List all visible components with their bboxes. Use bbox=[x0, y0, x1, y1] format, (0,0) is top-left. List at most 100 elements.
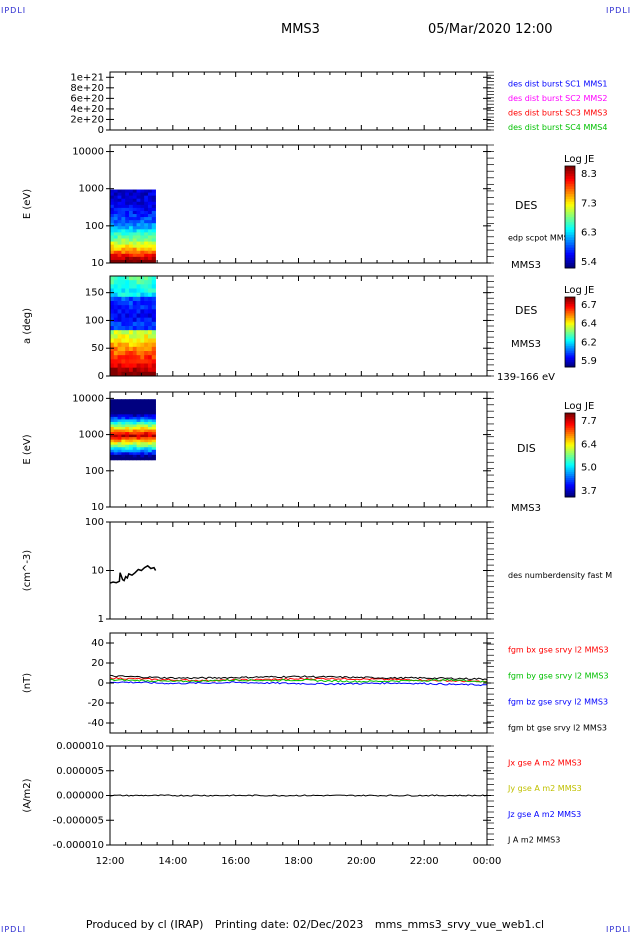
heatmap-cell-p4 bbox=[110, 401, 115, 405]
heatmap-cell-p3 bbox=[121, 334, 126, 339]
heatmap-cell-p2 bbox=[113, 192, 118, 197]
colorbar-segment-p4 bbox=[565, 436, 575, 439]
heatmap-cell-p2 bbox=[136, 235, 141, 239]
heatmap-cell-p3 bbox=[151, 359, 156, 364]
heatmap-cell-p2 bbox=[113, 238, 118, 242]
heatmap-cell-p3 bbox=[117, 363, 122, 369]
y-tick-label-p2: 10 bbox=[91, 258, 104, 269]
heatmap-cell-p2 bbox=[147, 229, 153, 233]
heatmap-cell-p3 bbox=[132, 280, 137, 285]
heatmap-cell-p2 bbox=[110, 192, 115, 197]
y-axis-label-p6: (nT) bbox=[22, 673, 33, 693]
heatmap-cell-p2 bbox=[117, 195, 122, 200]
heatmap-cell-p3 bbox=[132, 359, 137, 364]
heatmap-cell-p4 bbox=[132, 414, 137, 418]
heatmap-cell-p4 bbox=[117, 414, 122, 418]
heatmap-cell-p4 bbox=[151, 429, 156, 433]
heatmap-cell-p2 bbox=[136, 198, 141, 203]
heatmap-cell-p4 bbox=[132, 424, 137, 428]
heatmap-cell-p3 bbox=[113, 351, 118, 356]
colorbar-segment-p4 bbox=[565, 417, 575, 420]
heatmap-cell-p2 bbox=[117, 198, 122, 203]
heatmap-cell-p2 bbox=[140, 204, 145, 209]
heatmap-cell-p3 bbox=[140, 292, 145, 298]
heatmap-cell-p2 bbox=[125, 220, 130, 224]
heatmap-cell-p4 bbox=[117, 457, 122, 461]
heatmap-cell-p2 bbox=[128, 226, 134, 230]
heatmap-cell-p4 bbox=[110, 434, 115, 438]
colorbar-segment-p2 bbox=[565, 222, 575, 226]
heatmap-cell-p2 bbox=[110, 250, 115, 255]
heatmap-cell-p3 bbox=[136, 288, 141, 294]
heatmap-cell-p2 bbox=[147, 232, 153, 236]
heatmap-cell-p2 bbox=[132, 214, 137, 218]
heatmap-cell-p4 bbox=[117, 449, 122, 453]
colorbar-segment-p2 bbox=[565, 206, 575, 210]
heatmap-cell-p3 bbox=[147, 292, 153, 298]
colorbar-segment-p3 bbox=[565, 351, 575, 354]
heatmap-cell-p3 bbox=[121, 280, 126, 285]
heatmap-cell-p3 bbox=[136, 280, 141, 285]
heatmap-cell-p4 bbox=[128, 421, 134, 425]
colorbar-tick-label-p2: 8.3 bbox=[581, 169, 597, 180]
heatmap-cell-p4 bbox=[110, 409, 115, 413]
heatmap-cell-p2 bbox=[140, 241, 145, 246]
colorbar-segment-p3 bbox=[565, 314, 575, 317]
heatmap-cell-p3 bbox=[136, 355, 141, 360]
heatmap-cell-p2 bbox=[125, 253, 130, 258]
heatmap-cell-p4 bbox=[151, 427, 156, 430]
colorbar-segment-p2 bbox=[565, 227, 575, 231]
colorbar-segment-p4 bbox=[565, 494, 575, 498]
heatmap-cell-p2 bbox=[140, 256, 145, 261]
heatmap-cell-p2 bbox=[110, 253, 115, 258]
heatmap-cell-p2 bbox=[144, 241, 149, 246]
heatmap-cell-p2 bbox=[121, 195, 126, 200]
heatmap-cell-p3 bbox=[117, 292, 122, 298]
heatmap-cell-p4 bbox=[136, 437, 141, 441]
heatmap-cell-p2 bbox=[136, 226, 141, 230]
heatmap-cell-p2 bbox=[125, 244, 130, 249]
heatmap-cell-p4 bbox=[113, 439, 118, 443]
heatmap-cell-p3 bbox=[125, 280, 130, 285]
heatmap-cell-p3 bbox=[125, 326, 130, 331]
heatmap-cell-p3 bbox=[147, 301, 153, 306]
colorbar-segment-p3 bbox=[565, 332, 575, 335]
heatmap-cell-p4 bbox=[128, 401, 134, 405]
heatmap-cell-p4 bbox=[147, 449, 153, 453]
colorbar-segment-p4 bbox=[565, 442, 575, 445]
colorbar-segment-p3 bbox=[565, 302, 575, 305]
heatmap-cell-p3 bbox=[147, 317, 153, 323]
heatmap-cell-p3 bbox=[117, 296, 122, 302]
page-title: MMS3 bbox=[281, 22, 320, 37]
heatmap-cell-p2 bbox=[125, 238, 130, 242]
heatmap-cell-p2 bbox=[132, 235, 137, 239]
colorbar-segment-p3 bbox=[565, 358, 575, 361]
heatmap-cell-p3 bbox=[117, 301, 122, 306]
heatmap-cell-p2 bbox=[147, 256, 153, 261]
page-datetime: 05/Mar/2020 12:00 bbox=[428, 22, 553, 37]
heatmap-cell-p3 bbox=[136, 334, 141, 339]
heatmap-cell-p2 bbox=[147, 192, 153, 197]
heatmap-cell-p4 bbox=[144, 416, 149, 420]
heatmap-cell-p4 bbox=[128, 419, 134, 423]
y-tick-label-p4: 10000 bbox=[72, 393, 104, 404]
heatmap-cell-p2 bbox=[125, 217, 130, 221]
heatmap-cell-p2 bbox=[140, 235, 145, 239]
heatmap-cell-p3 bbox=[136, 317, 141, 323]
heatmap-cell-p4 bbox=[136, 444, 141, 448]
heatmap-cell-p4 bbox=[125, 434, 130, 438]
heatmap-cell-p3 bbox=[144, 351, 149, 356]
colorbar-tick-label-p3: 6.7 bbox=[581, 300, 597, 311]
heatmap-cell-p3 bbox=[125, 305, 130, 310]
heatmap-cell-p4 bbox=[121, 409, 126, 413]
heatmap-cell-p3 bbox=[144, 338, 149, 344]
heatmap-cell-p4 bbox=[132, 439, 137, 443]
heatmap-cell-p2 bbox=[147, 201, 153, 206]
heatmap-cell-p4 bbox=[110, 399, 115, 403]
heatmap-cell-p2 bbox=[125, 204, 130, 209]
heatmap-cell-p3 bbox=[144, 309, 149, 314]
heatmap-cell-p4 bbox=[128, 411, 134, 415]
heatmap-cell-p3 bbox=[136, 359, 141, 364]
heatmap-cell-p2 bbox=[147, 223, 153, 227]
heatmap-cell-p4 bbox=[136, 404, 141, 408]
